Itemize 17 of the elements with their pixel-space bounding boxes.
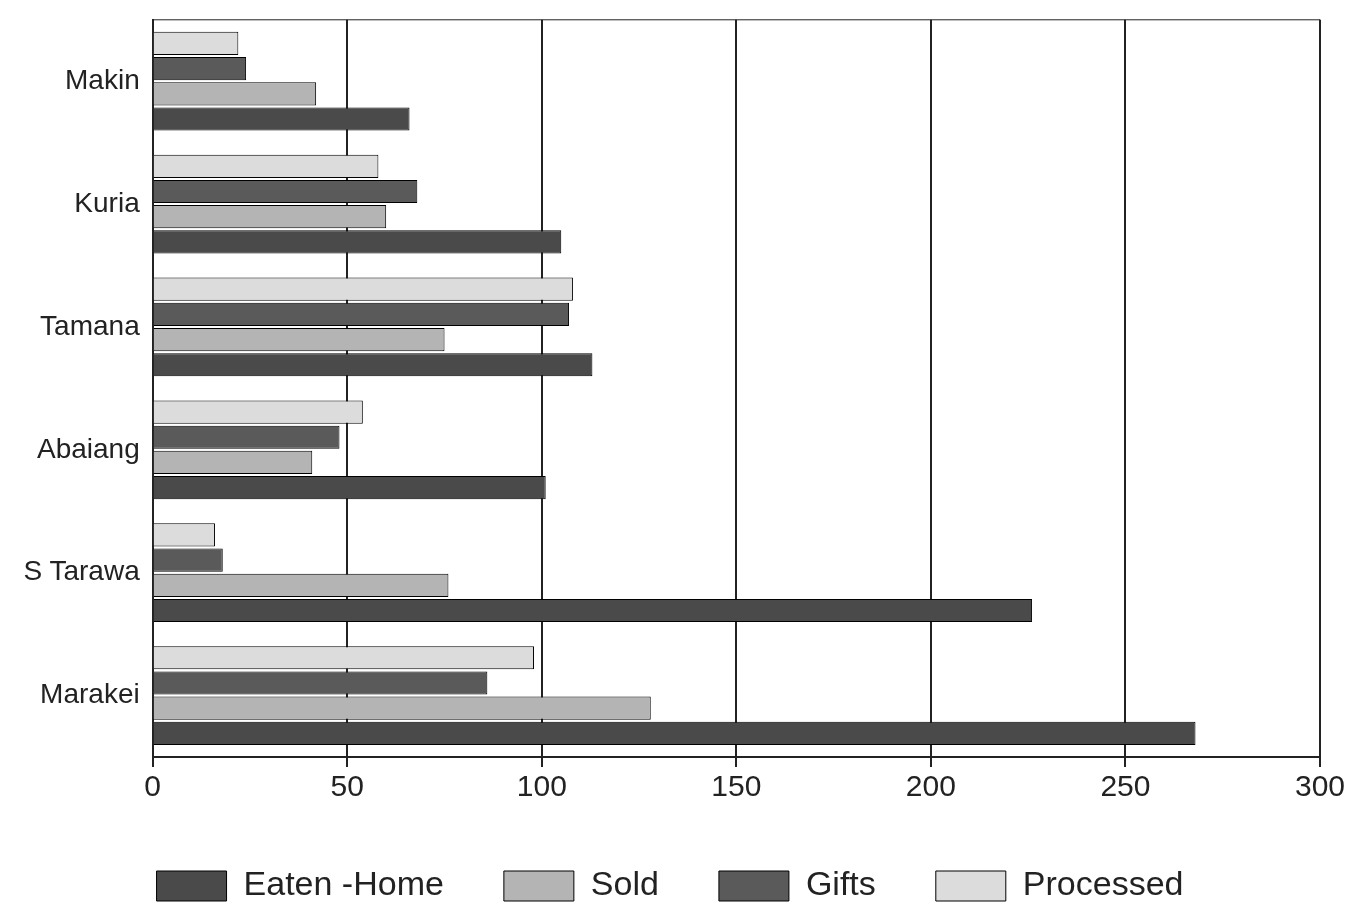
x-tick-label: 300 [1294,769,1346,803]
x-tick-label: 50 [330,769,364,803]
x-tick-label: 250 [1100,769,1151,803]
y-tick-label: Marakei [40,678,140,710]
legend-label: Sold [590,864,659,903]
x-tick-label: 100 [516,769,567,803]
y-tick-label: Abaiang [36,432,140,464]
y-tick-label: Tamana [40,309,141,341]
legend-label: Eaten -Home [243,864,444,903]
x-tick-label: 200 [905,769,956,803]
y-tick-label: S Tarawa [23,555,141,587]
y-tick-label: Kuria [74,186,141,218]
y-tick-label: Makin [65,63,140,95]
x-tick-label: 150 [711,769,762,803]
legend-label: Gifts [805,864,876,903]
legend-label: Processed [1022,864,1184,903]
x-tick-label: 0 [144,769,162,803]
